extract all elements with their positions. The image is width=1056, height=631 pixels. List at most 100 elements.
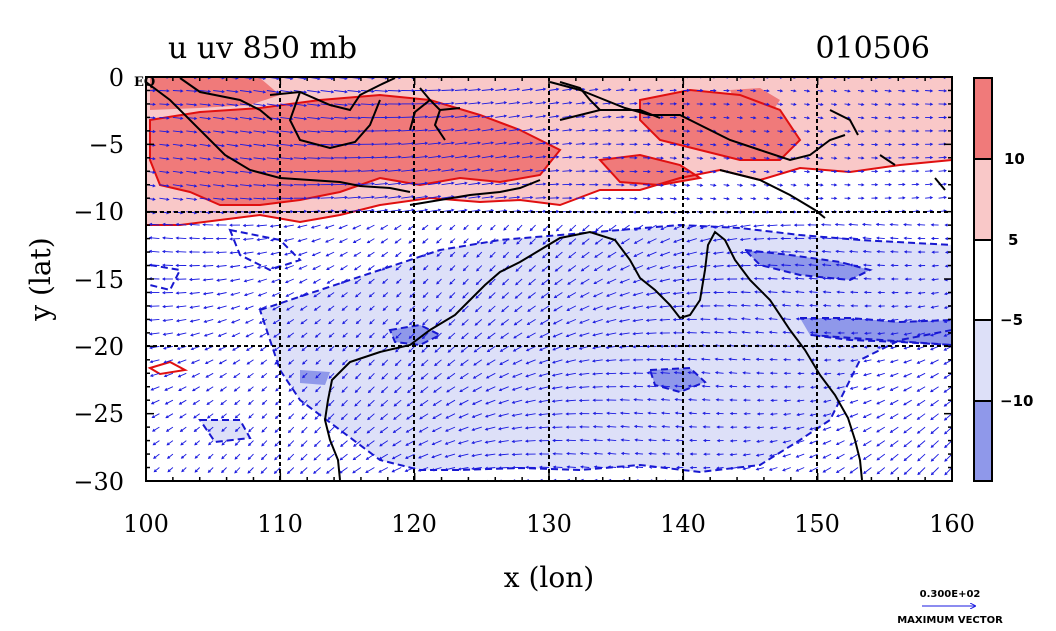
wind-vector-arrow (259, 319, 268, 324)
wind-vector-head (276, 130, 280, 134)
wind-vector-arrow (239, 143, 252, 147)
wind-vector-arrow (548, 169, 559, 172)
wind-vector-head (582, 128, 586, 132)
wind-vector-head (205, 388, 210, 392)
wind-vector-arrow (226, 197, 238, 200)
wind-vector-head (958, 76, 960, 78)
wind-vector-head (179, 428, 184, 432)
wind-vector-head (398, 128, 402, 133)
wind-vector-arrow (904, 467, 913, 475)
wind-vector-arrow (884, 103, 892, 106)
chart-title: u uv 850 mb (168, 31, 357, 66)
wind-vector-arrow (757, 426, 764, 429)
wind-vector-head (864, 318, 868, 322)
wind-vector-arrow (687, 224, 697, 230)
wind-vector-head (384, 195, 389, 199)
wind-vector-head (903, 250, 908, 254)
wind-vector-head (929, 182, 934, 186)
wind-vector-arrow (381, 238, 389, 244)
wind-vector-arrow (206, 386, 214, 392)
wind-vector-arrow (522, 169, 533, 172)
wind-vector-arrow (328, 413, 335, 420)
wind-vector-arrow (257, 224, 267, 227)
wind-vector-head (538, 439, 542, 443)
wind-vector-head (270, 266, 275, 270)
wind-vector-head (753, 183, 757, 187)
wind-vector-head (605, 398, 610, 402)
wind-vector-head (512, 374, 516, 378)
wind-vector-arrow (660, 318, 670, 321)
wind-vector-head (700, 143, 704, 147)
wind-vector-head (726, 264, 730, 268)
wind-vector-head (276, 157, 280, 161)
wind-vector-arrow (755, 304, 764, 307)
wind-vector-arrow (556, 224, 563, 232)
wind-vector-head (565, 399, 569, 403)
wind-vector-head (943, 129, 948, 133)
wind-vector-head (703, 452, 707, 456)
wind-vector-head (809, 427, 813, 431)
wind-vector-head (302, 375, 306, 379)
wind-vector-head (195, 483, 197, 485)
wind-vector-head (411, 102, 415, 106)
wind-vector-head (876, 249, 880, 254)
wind-vector-head (409, 308, 413, 312)
y-axis-label: y (lat) (24, 237, 57, 321)
wind-vector-arrow (320, 116, 334, 120)
wind-vector-head (754, 330, 759, 334)
wind-vector-arrow (146, 359, 147, 361)
wind-vector-head (538, 426, 542, 430)
wind-vector-head (806, 116, 811, 120)
wind-vector-head (647, 142, 651, 146)
wind-vector-head (753, 89, 757, 93)
wind-vector-arrow (634, 251, 644, 257)
colorbar: 10 5 −5 −10 (973, 77, 1033, 482)
wind-vector-arrow (555, 251, 563, 259)
wind-vector-arrow (326, 467, 335, 474)
wind-vector-arrow (498, 453, 509, 456)
wind-vector-arrow (414, 129, 428, 132)
wind-vector-arrow (165, 413, 174, 419)
wind-vector-arrow (696, 197, 703, 200)
wind-vector-head (543, 196, 547, 200)
wind-vector-arrow (877, 386, 885, 391)
wind-vector-arrow (938, 170, 947, 172)
wind-vector-head (905, 486, 907, 488)
wind-vector-head (917, 264, 922, 268)
wind-vector-head (606, 267, 611, 271)
wind-vector-head (916, 156, 920, 160)
coastline-borneo (269, 77, 396, 150)
wind-vector-arrow (569, 224, 577, 232)
wind-vector-head (595, 228, 599, 232)
wind-vector-head (729, 453, 733, 457)
wind-vector-head (301, 430, 305, 434)
wind-vector-head (930, 236, 935, 241)
wind-vector-head (929, 129, 934, 133)
wind-vector-head (929, 196, 934, 200)
wind-vector-arrow (221, 453, 227, 460)
wind-vector-head (807, 249, 812, 254)
wind-vector-head (699, 252, 703, 256)
wind-vector-arrow (890, 372, 899, 377)
wind-vector-arrow (675, 398, 684, 401)
wind-vector-head (797, 371, 801, 376)
wind-vector-head (352, 470, 356, 474)
wind-vector-arrow (340, 251, 348, 257)
wind-vector-arrow (602, 102, 611, 105)
wind-vector-head (767, 276, 771, 281)
wind-vector-arrow (566, 399, 576, 402)
wind-vector-head (795, 468, 799, 472)
wind-vector-head (434, 349, 438, 353)
wind-vector-head (539, 321, 544, 325)
wind-vector-head (249, 157, 253, 161)
wind-vector-head (931, 250, 935, 254)
wind-vector-arrow (646, 318, 657, 321)
wind-vector-arrow (342, 319, 348, 324)
wind-vector-arrow (594, 466, 603, 468)
wind-vector-arrow (334, 196, 348, 199)
wind-vector-arrow (503, 224, 510, 231)
wind-vector-arrow (535, 197, 546, 199)
wind-vector-head (943, 155, 948, 160)
wind-vector-head (621, 156, 625, 160)
wind-vector-head (699, 304, 704, 308)
